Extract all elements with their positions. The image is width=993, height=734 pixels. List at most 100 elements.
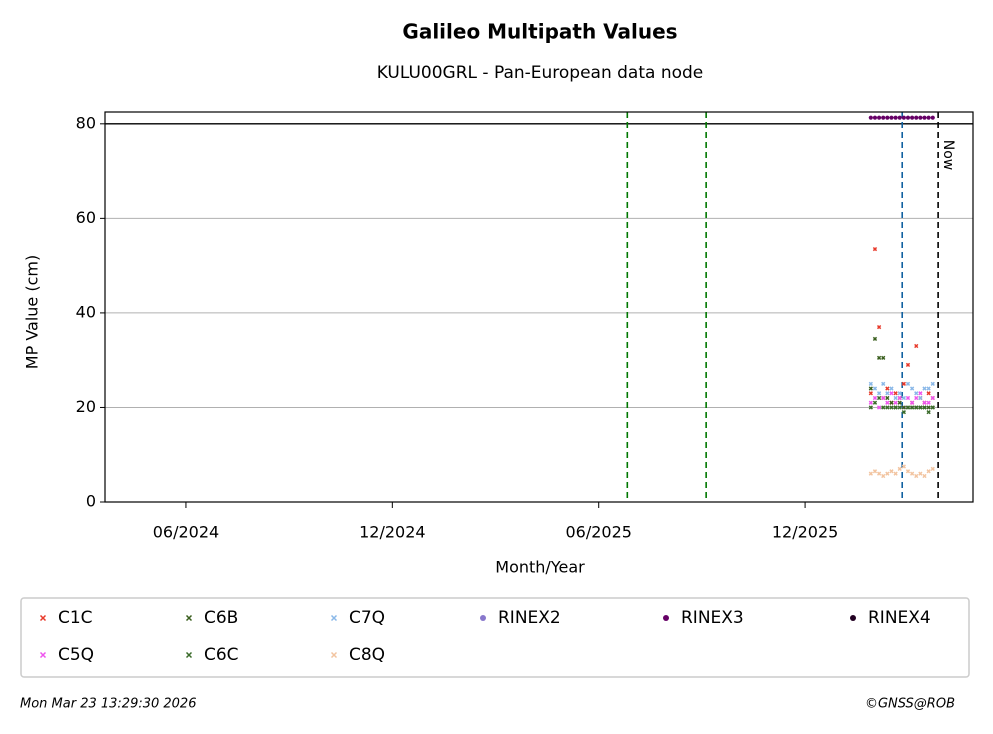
data-point [918,115,923,120]
data-point [889,405,894,410]
data-point [926,386,931,391]
data-point [889,400,894,405]
data-point [872,400,878,405]
data-point [918,471,923,476]
legend-marker [185,614,193,622]
footer-copyright: ©GNSS@ROB [865,697,955,712]
legend-label: RINEX4 [868,608,931,628]
data-point [876,405,882,410]
data-point [876,471,882,476]
data-point [881,395,886,401]
data-point [893,400,898,405]
data-point [918,395,923,401]
data-point [868,405,873,410]
legend-label: C1C [58,608,93,628]
data-point [926,405,931,410]
data-point [897,115,902,120]
legend-label: C8Q [349,645,385,665]
y-tick-label: 0 [86,492,96,511]
chart-title: Galileo Multipath Values [402,20,677,44]
data-point [885,115,890,120]
data-point [930,466,935,472]
data-point [918,391,923,396]
legend-marker [39,651,47,659]
legend-marker [850,615,856,621]
data-point [872,246,878,252]
data-point [926,391,931,396]
data-point [876,395,882,401]
data-point [922,473,927,479]
data-point [926,115,931,120]
data-point [897,400,902,405]
legend-label: RINEX2 [498,608,561,628]
data-point [872,115,878,120]
data-point [910,115,915,120]
y-tick-label: 20 [76,397,96,416]
data-point [922,386,927,391]
y-tick-label: 80 [76,113,96,132]
data-point [868,400,873,405]
legend-label: C6B [204,608,238,628]
data-point [918,405,923,410]
data-point [881,405,886,410]
data-point [930,115,935,120]
data-point [868,386,873,391]
data-point [905,469,911,474]
data-point [893,115,898,120]
x-tick-label: 06/2024 [153,523,219,542]
data-point [881,381,886,386]
data-point [909,386,915,391]
legend-label: C7Q [349,608,385,628]
data-point [922,400,927,405]
legend-label: C5Q [58,645,94,665]
data-point [885,391,890,396]
data-point [889,391,894,396]
data-point [889,469,894,474]
legend-marker [480,615,486,621]
data-point [905,381,911,386]
data-point [897,395,902,401]
legend-marker [330,651,338,659]
y-axis-label: MP Value (cm) [23,255,42,369]
plot-frame [104,111,974,503]
data-point [930,395,935,401]
data-point [901,381,906,386]
data-point [885,386,890,391]
legend-label: RINEX3 [681,608,744,628]
data-point [868,391,873,396]
data-point [922,115,927,120]
legend-marker [330,614,338,622]
data-point [876,391,882,396]
data-point [897,466,902,472]
data-point [926,400,931,405]
data-point [897,405,902,410]
data-point [881,355,886,360]
legend-marker [663,615,669,621]
data-point [930,405,935,410]
y-tick-label: 40 [76,302,96,321]
data-point [889,115,894,120]
legend-marker [39,614,47,622]
data-point [905,395,911,401]
data-point [905,362,911,368]
data-point [909,471,915,476]
data-point [872,336,878,342]
data-point [872,395,878,401]
data-point [885,471,890,476]
data-point [868,115,873,120]
data-point [914,395,919,401]
data-point [901,410,906,415]
data-point [885,405,890,410]
data-point [926,469,931,474]
data-point [901,405,906,410]
data-point [926,410,931,415]
data-point [868,381,873,386]
data-point [914,391,919,396]
data-point [897,391,902,396]
chart-subtitle: KULU00GRL - Pan-European data node [377,63,704,83]
data-point [872,469,878,474]
data-point [905,115,911,120]
data-point [885,400,890,405]
x-tick-label: 12/2025 [772,523,838,542]
data-point [881,473,886,479]
